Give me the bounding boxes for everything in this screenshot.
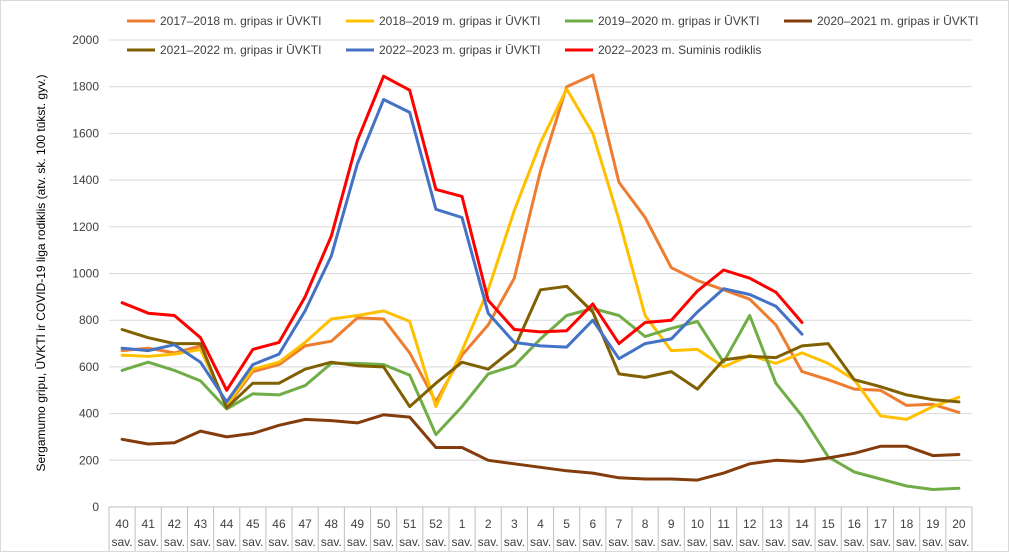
x-tick-suffix: sav. xyxy=(661,535,682,549)
x-tick-label: 1 xyxy=(459,517,466,531)
x-tick-label: 6 xyxy=(589,517,596,531)
x-tick-suffix: sav. xyxy=(373,535,394,549)
x-tick-label: 47 xyxy=(298,517,312,531)
x-tick-suffix: sav. xyxy=(791,535,812,549)
series-line-4 xyxy=(120,284,961,410)
x-tick-label: 52 xyxy=(429,517,443,531)
x-tick-label: 49 xyxy=(351,517,365,531)
x-tick-suffix: sav. xyxy=(425,535,446,549)
x-tick-suffix: sav. xyxy=(635,535,656,549)
legend-label: 2022–2023 m. gripas ir ŪVKTI xyxy=(379,43,540,57)
x-tick-label: 2 xyxy=(485,517,492,531)
x-tick-suffix: sav. xyxy=(948,535,969,549)
x-tick-label: 20 xyxy=(952,517,966,531)
x-tick-suffix: sav. xyxy=(713,535,734,549)
legend-label: 2018–2019 m. gripas ir ŪVKTI xyxy=(379,14,540,28)
x-tick-label: 16 xyxy=(848,517,862,531)
x-tick-suffix: sav. xyxy=(504,535,525,549)
y-tick-label: 1200 xyxy=(72,220,99,234)
series-line-0 xyxy=(120,73,961,414)
x-tick-label: 46 xyxy=(272,517,286,531)
x-tick-suffix: sav. xyxy=(295,535,316,549)
y-tick-label: 2000 xyxy=(72,33,99,47)
legend-label: 2017–2018 m. gripas ir ŪVKTI xyxy=(160,14,321,28)
x-tick-suffix: sav. xyxy=(582,535,603,549)
x-tick-suffix: sav. xyxy=(896,535,917,549)
x-tick-label: 41 xyxy=(142,517,156,531)
x-tick-suffix: sav. xyxy=(922,535,943,549)
x-tick-label: 14 xyxy=(795,517,809,531)
x-tick-label: 45 xyxy=(246,517,260,531)
x-tick-suffix: sav. xyxy=(399,535,420,549)
x-tick-suffix: sav. xyxy=(347,535,368,549)
y-tick-label: 600 xyxy=(79,360,99,374)
x-tick-label: 50 xyxy=(377,517,391,531)
y-tick-label: 800 xyxy=(79,313,99,327)
y-tick-label: 1600 xyxy=(72,126,99,140)
x-tick-suffix: sav. xyxy=(164,535,185,549)
x-tick-label: 18 xyxy=(900,517,914,531)
legend-label: 2021–2022 m. gripas ir ŪVKTI xyxy=(160,43,321,57)
legend-label: 2019–2020 m. gripas ir ŪVKTI xyxy=(598,14,759,28)
x-tick-label: 51 xyxy=(403,517,417,531)
legend-label: 2020–2021 m. gripas ir ŪVKTI xyxy=(817,14,978,28)
x-tick-suffix: sav. xyxy=(268,535,289,549)
legend-label: 2022–2023 m. Suminis rodiklis xyxy=(598,43,761,57)
x-tick-suffix: sav. xyxy=(870,535,891,549)
x-tick-suffix: sav. xyxy=(530,535,551,549)
x-tick-label: 17 xyxy=(874,517,888,531)
series-line-1 xyxy=(120,87,961,421)
x-tick-suffix: sav. xyxy=(242,535,263,549)
y-tick-label: 1000 xyxy=(72,267,99,281)
x-tick-label: 9 xyxy=(668,517,675,531)
x-tick-label: 48 xyxy=(325,517,339,531)
series-line-6 xyxy=(120,74,804,392)
y-axis-title: Sergamumo gripu, ŪVKTI ir COVID-19 liga … xyxy=(34,74,48,471)
x-tick-label: 40 xyxy=(115,517,129,531)
x-tick-suffix: sav. xyxy=(451,535,472,549)
x-tick-suffix: sav. xyxy=(138,535,159,549)
x-tick-label: 3 xyxy=(511,517,518,531)
legend: 2017–2018 m. gripas ir ŪVKTI 2018–2019 m.… xyxy=(127,14,978,57)
x-tick-suffix: sav. xyxy=(112,535,133,549)
x-tick-suffix: sav. xyxy=(556,535,577,549)
series-line-3 xyxy=(120,413,961,482)
series-lines xyxy=(120,73,961,491)
x-tick-suffix: sav. xyxy=(818,535,839,549)
x-tick-label: 8 xyxy=(642,517,649,531)
y-tick-label: 1800 xyxy=(72,80,99,94)
x-tick-suffix: sav. xyxy=(608,535,629,549)
x-tick-label: 19 xyxy=(926,517,940,531)
x-tick-label: 10 xyxy=(691,517,705,531)
x-tick-label: 5 xyxy=(563,517,570,531)
x-tick-label: 12 xyxy=(743,517,757,531)
x-tick-label: 7 xyxy=(616,517,623,531)
axes: 0 200 400 600 800 1000 1200 1400 1600 1800 2000 40 s… xyxy=(72,33,973,551)
x-tick-suffix: sav. xyxy=(765,535,786,549)
series-line-5 xyxy=(120,98,804,404)
x-tick-suffix: sav. xyxy=(687,535,708,549)
x-tick-label: 11 xyxy=(717,517,730,531)
y-tick-label: 400 xyxy=(79,407,99,421)
x-tick-label: 44 xyxy=(220,517,234,531)
x-tick-label: 43 xyxy=(194,517,208,531)
x-tick-suffix: sav. xyxy=(739,535,760,549)
x-tick-label: 42 xyxy=(168,517,182,531)
y-tick-label: 200 xyxy=(79,453,99,467)
x-tick-label: 4 xyxy=(537,517,544,531)
x-tick-label: 13 xyxy=(769,517,783,531)
y-tick-label: 0 xyxy=(92,500,99,514)
x-tick-suffix: sav. xyxy=(216,535,237,549)
x-tick-suffix: sav. xyxy=(321,535,342,549)
x-tick-suffix: sav. xyxy=(844,535,865,549)
x-tick-label: 15 xyxy=(821,517,835,531)
y-tick-label: 1400 xyxy=(72,173,99,187)
series-line-2 xyxy=(120,307,961,491)
x-tick-suffix: sav. xyxy=(478,535,499,549)
x-tick-suffix: sav. xyxy=(190,535,211,549)
